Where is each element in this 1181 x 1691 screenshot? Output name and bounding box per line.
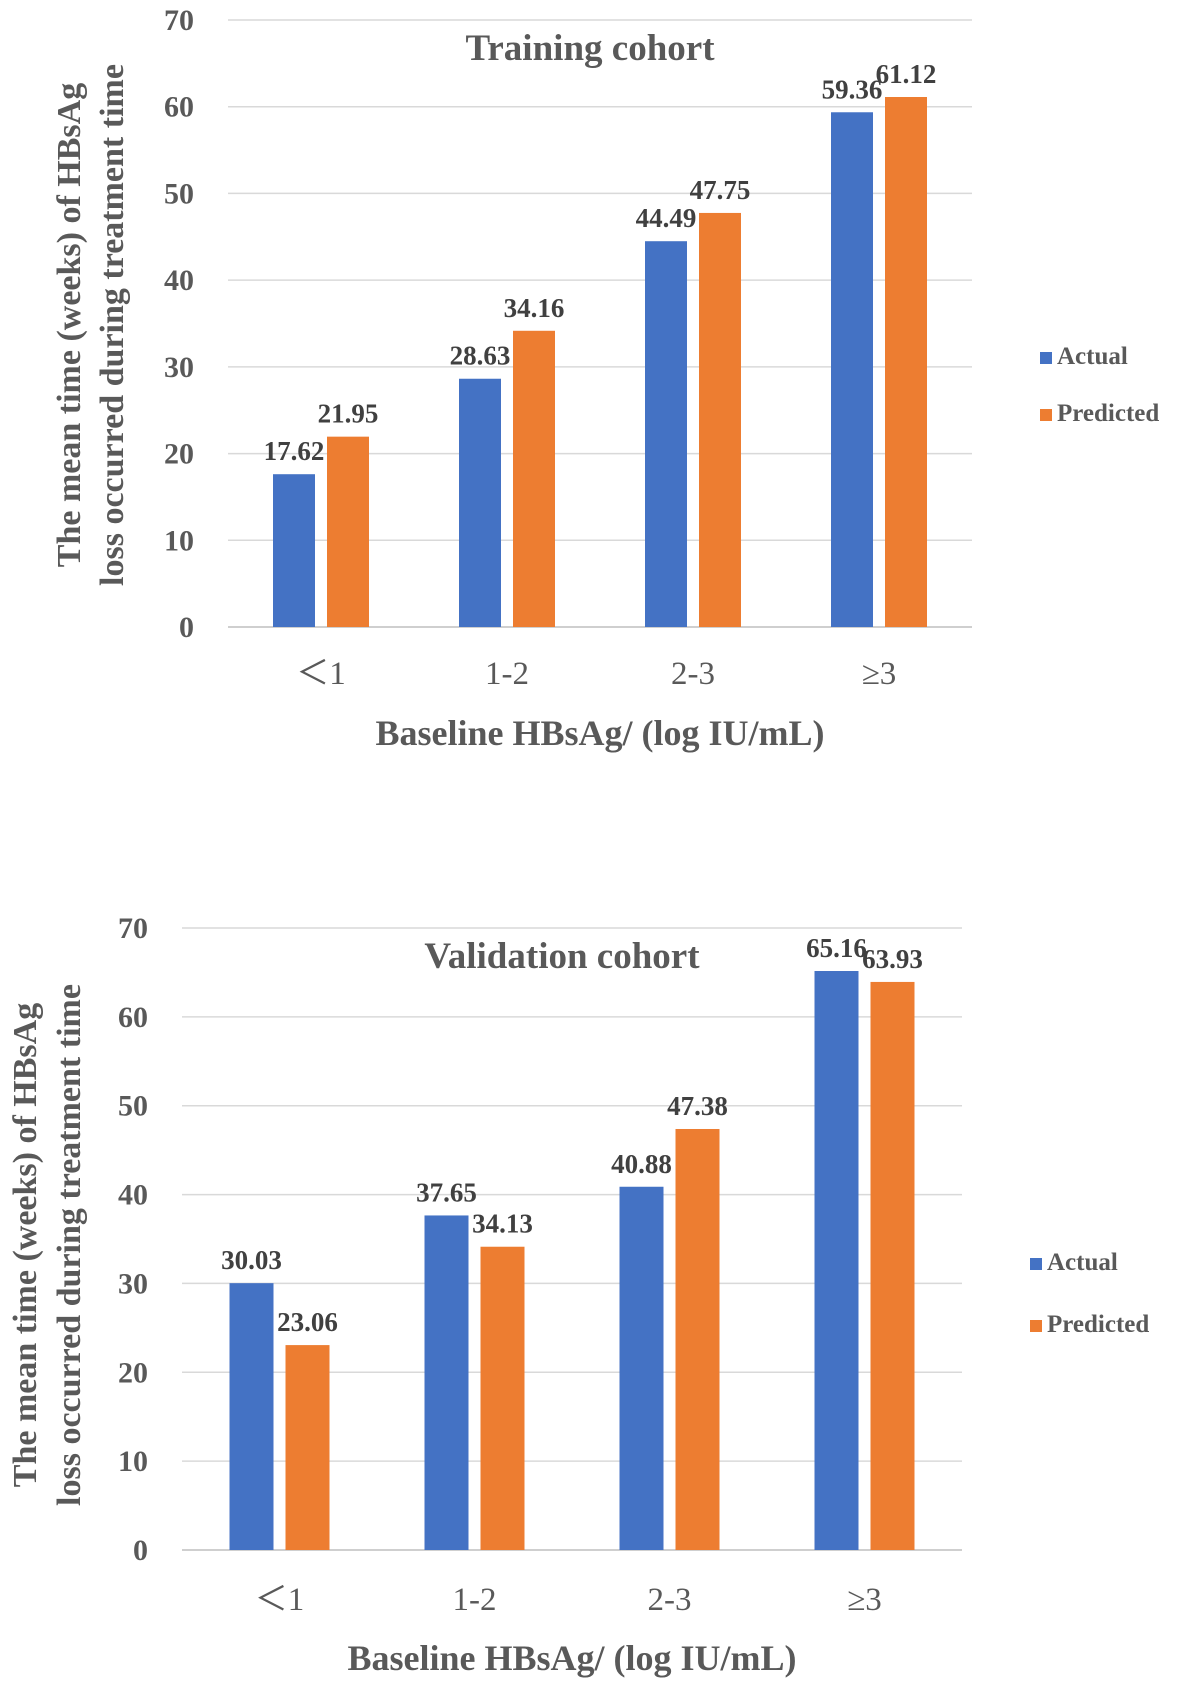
training-y-tick-70: 70 (164, 4, 194, 37)
training-bar-predicted-1 (513, 330, 555, 627)
validation-y-axis-label-line-2: loss occurred during treatment time (51, 984, 88, 1506)
validation-y-tick-60: 60 (118, 1001, 148, 1034)
validation-legend-swatch-actual (1030, 1258, 1042, 1270)
training-cohort-chart: 0 10 20 30 40 50 60 70 Training cohort 17.62 21.95… (51, 4, 1159, 753)
training-data-label-actual-3: 59.36 (822, 74, 883, 104)
validation-x-tick-0: ＜1 (255, 1582, 305, 1618)
training-x-axis-label: Baseline HBsAg/ (log IU/mL) (375, 713, 824, 753)
validation-data-label-actual-1: 37.65 (416, 1177, 477, 1207)
validation-y-tick-50: 50 (118, 1090, 148, 1123)
validation-cohort-chart: 0 10 20 30 40 50 60 70 Validation cohort 30.03 23.… (7, 912, 1149, 1678)
training-bar-predicted-2 (699, 212, 741, 628)
training-legend-swatch-predicted (1040, 409, 1052, 421)
validation-chart-title: Validation cohort (424, 936, 700, 977)
training-data-label-actual-2: 44.49 (636, 203, 697, 233)
training-data-label-actual-1: 28.63 (450, 341, 511, 371)
training-bar-actual-0 (273, 474, 315, 627)
training-chart-title: Training cohort (465, 28, 715, 69)
training-y-tick-50: 50 (164, 177, 194, 210)
validation-x-axis-label: Baseline HBsAg/ (log IU/mL) (347, 1638, 796, 1678)
validation-legend-label-predicted: Predicted (1047, 1311, 1149, 1338)
validation-y-tick-20: 20 (118, 1356, 148, 1389)
training-x-tick-2: 2-3 (671, 656, 715, 692)
validation-y-tick-40: 40 (118, 1179, 148, 1212)
training-bar-predicted-3 (885, 97, 927, 627)
training-legend-label-predicted: Predicted (1057, 400, 1159, 427)
validation-x-tick-1: 1-2 (453, 1582, 497, 1618)
training-y-tick-20: 20 (164, 438, 194, 471)
validation-bar-actual-3 (814, 971, 859, 1550)
training-data-label-predicted-3: 61.12 (876, 59, 937, 89)
validation-bar-actual-1 (424, 1215, 469, 1550)
training-x-tick-0: ＜1 (296, 656, 346, 692)
training-y-axis-label-line-1: The mean time (weeks) of HBsAg (51, 83, 88, 567)
validation-data-label-actual-2: 40.88 (611, 1149, 672, 1179)
validation-y-tick-70: 70 (118, 912, 148, 945)
training-y-axis-label-line-2: loss occurred during treatment time (94, 64, 131, 586)
validation-x-tick-2: 2-3 (648, 1582, 692, 1618)
training-y-tick-0: 0 (179, 611, 194, 644)
validation-bar-actual-0 (229, 1283, 274, 1550)
validation-data-label-actual-3: 65.16 (806, 933, 867, 963)
validation-legend-label-actual: Actual (1047, 1249, 1118, 1276)
training-x-tick-1: 1-2 (485, 656, 529, 692)
validation-data-label-actual-0: 30.03 (221, 1245, 282, 1275)
validation-bar-predicted-2 (675, 1128, 720, 1550)
validation-bar-actual-2 (619, 1186, 664, 1550)
training-x-tick-3: ≥3 (862, 656, 897, 692)
training-y-tick-60: 60 (164, 91, 194, 124)
validation-x-tick-3: ≥3 (847, 1582, 882, 1618)
validation-bar-predicted-3 (870, 981, 915, 1550)
validation-data-label-predicted-3: 63.93 (862, 944, 923, 974)
training-y-tick-40: 40 (164, 264, 194, 297)
training-bar-actual-3 (831, 112, 873, 628)
training-legend-label-actual: Actual (1057, 343, 1128, 370)
training-data-label-predicted-1: 34.16 (504, 293, 565, 323)
validation-y-axis-label-line-1: The mean time (weeks) of HBsAg (7, 1003, 44, 1487)
validation-data-label-predicted-2: 47.38 (667, 1091, 728, 1121)
training-bar-actual-2 (645, 241, 687, 628)
training-legend-swatch-actual (1040, 352, 1052, 364)
validation-data-label-predicted-1: 34.13 (472, 1209, 533, 1239)
validation-bar-predicted-0 (285, 1345, 330, 1550)
training-data-label-predicted-2: 47.75 (690, 175, 751, 205)
training-y-tick-10: 10 (164, 524, 194, 557)
validation-legend-swatch-predicted (1030, 1320, 1042, 1332)
validation-data-label-predicted-0: 23.06 (277, 1307, 338, 1337)
training-bar-actual-1 (459, 378, 501, 627)
validation-bar-predicted-1 (480, 1246, 525, 1550)
training-y-tick-30: 30 (164, 351, 194, 384)
validation-y-tick-10: 10 (118, 1445, 148, 1478)
training-bar-predicted-0 (327, 436, 369, 627)
training-data-label-actual-0: 17.62 (264, 436, 325, 466)
training-data-label-predicted-0: 21.95 (318, 399, 379, 429)
validation-y-tick-30: 30 (118, 1267, 148, 1300)
validation-y-tick-0: 0 (133, 1534, 148, 1567)
